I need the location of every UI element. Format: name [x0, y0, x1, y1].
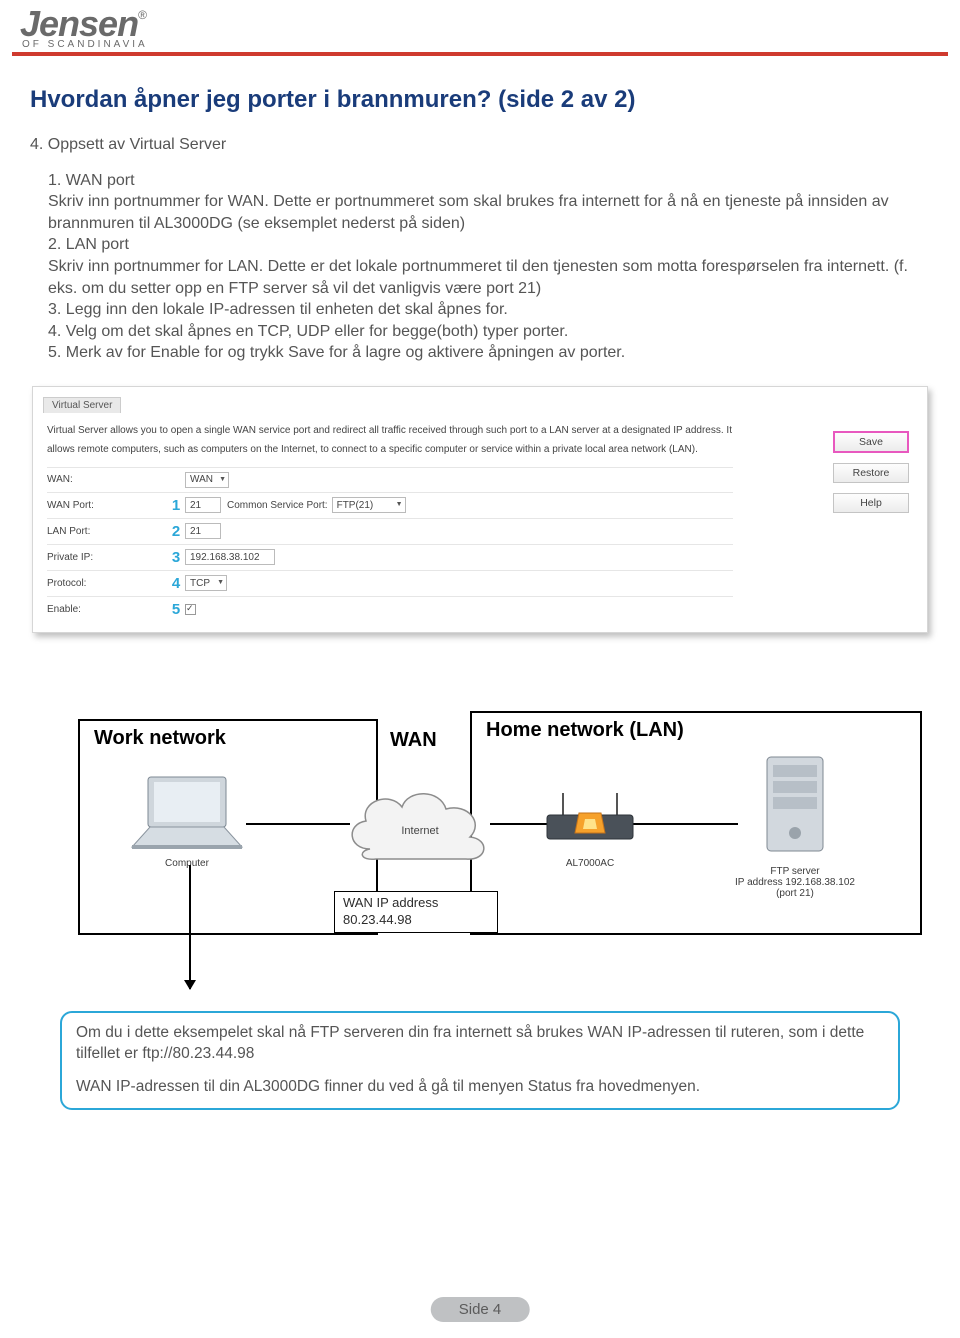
callout-line-1: Om du i dette eksempelet skal nå FTP ser…	[76, 1023, 884, 1065]
wan-select[interactable]: WAN	[185, 472, 229, 488]
vs-label: LAN Port:	[47, 526, 167, 537]
brand-reg: ®	[138, 8, 147, 22]
save-button[interactable]: Save	[833, 431, 909, 453]
vs-label: WAN Port:	[47, 500, 167, 511]
router-label: AL7000AC	[530, 858, 650, 869]
virtual-server-panel: Virtual Server Virtual Server allows you…	[32, 386, 928, 633]
page-title: Hvordan åpner jeg porter i brannmuren? (…	[30, 86, 930, 114]
csp-label: Common Service Port:	[227, 500, 328, 511]
help-button[interactable]: Help	[833, 493, 909, 513]
vs-num-3: 3	[167, 549, 185, 566]
wan-ip-value: 80.23.44.98	[343, 912, 489, 929]
enable-checkbox[interactable]	[185, 604, 196, 615]
vs-row-lanport: LAN Port: 2 21	[47, 518, 733, 544]
vs-label: Enable:	[47, 604, 167, 615]
vs-right-column: Save Restore Help	[747, 387, 927, 632]
vs-row-enable: Enable: 5	[47, 596, 733, 622]
body-line: 1. WAN port	[48, 170, 930, 192]
server-label: FTP server	[730, 866, 860, 877]
body-line: 2. LAN port	[48, 234, 930, 256]
vs-tab[interactable]: Virtual Server	[43, 397, 121, 413]
internet-cloud: Internet	[340, 779, 500, 879]
vs-left-column: Virtual Server Virtual Server allows you…	[33, 387, 747, 632]
work-network-title: Work network	[94, 727, 376, 750]
info-callout: Om du i dette eksempelet skal nå FTP ser…	[60, 1011, 900, 1110]
network-diagram: Work network Home network (LAN) WAN Comp…	[30, 655, 930, 995]
wan-ip-box: WAN IP address 80.23.44.98	[334, 891, 498, 933]
protocol-select[interactable]: TCP	[185, 575, 227, 591]
restore-button[interactable]: Restore	[833, 463, 909, 483]
private-ip-input[interactable]: 192.168.38.102	[185, 549, 275, 565]
computer-device: Computer	[112, 773, 262, 869]
vs-label: Private IP:	[47, 552, 167, 563]
vs-row-privip: Private IP: 3 192.168.38.102	[47, 544, 733, 570]
vs-description: Virtual Server allows you to open a sing…	[47, 421, 733, 459]
wan-ip-label: WAN IP address	[343, 895, 489, 912]
step-4-heading: 4. Oppsett av Virtual Server	[30, 134, 930, 156]
body-line: 3. Legg inn den lokale IP-adressen til e…	[48, 299, 930, 321]
body-line: 4. Velg om det skal åpnes en TCP, UDP el…	[48, 321, 930, 343]
page-number-pill: Side 4	[431, 1297, 530, 1322]
server-icon	[753, 751, 837, 861]
vs-label: Protocol:	[47, 578, 167, 589]
vs-num-5: 5	[167, 601, 185, 618]
wanport-input[interactable]: 21	[185, 497, 221, 513]
wan-heading: WAN	[390, 729, 437, 752]
arrow-down-icon	[189, 865, 191, 989]
vs-row-wan: WAN: WAN	[47, 467, 733, 492]
vs-row-protocol: Protocol: 4 TCP	[47, 570, 733, 596]
vs-label: WAN:	[47, 474, 167, 485]
home-network-title: Home network (LAN)	[486, 719, 920, 742]
server-port: (port 21)	[730, 888, 860, 899]
vs-num-1: 1	[167, 497, 185, 514]
server-ip: IP address 192.168.38.102	[730, 877, 860, 888]
csp-select[interactable]: FTP(21)	[332, 497, 406, 513]
vs-num-4: 4	[167, 575, 185, 592]
lanport-input[interactable]: 21	[185, 523, 221, 539]
callout-line-2: WAN IP-adressen til din AL3000DG finner …	[76, 1077, 884, 1098]
router-device: AL7000AC	[530, 789, 650, 869]
vs-num-2: 2	[167, 523, 185, 540]
computer-label: Computer	[112, 858, 262, 869]
ftp-server-device: FTP server IP address 192.168.38.102 (po…	[730, 751, 860, 899]
laptop-icon	[122, 773, 252, 853]
brand-subtitle: OF SCANDINAVIA	[22, 39, 148, 50]
instructions-block: 4. Oppsett av Virtual Server 1. WAN port…	[30, 134, 930, 364]
body-line: Skriv inn portnummer for LAN. Dette er d…	[48, 256, 930, 299]
cloud-label: Internet	[340, 825, 500, 837]
body-line: 5. Merk av for Enable for og trykk Save …	[48, 342, 930, 364]
main-content: Hvordan åpner jeg porter i brannmuren? (…	[0, 56, 960, 1110]
vs-row-wanport: WAN Port: 1 21 Common Service Port: FTP(…	[47, 492, 733, 518]
body-line: Skriv inn portnummer for WAN. Dette er p…	[48, 191, 930, 234]
brand-logo: Jensen® OF SCANDINAVIA	[20, 8, 148, 50]
page-header: Jensen® OF SCANDINAVIA	[0, 0, 960, 52]
router-icon	[535, 789, 645, 853]
brand-name: Jensen	[20, 3, 138, 44]
